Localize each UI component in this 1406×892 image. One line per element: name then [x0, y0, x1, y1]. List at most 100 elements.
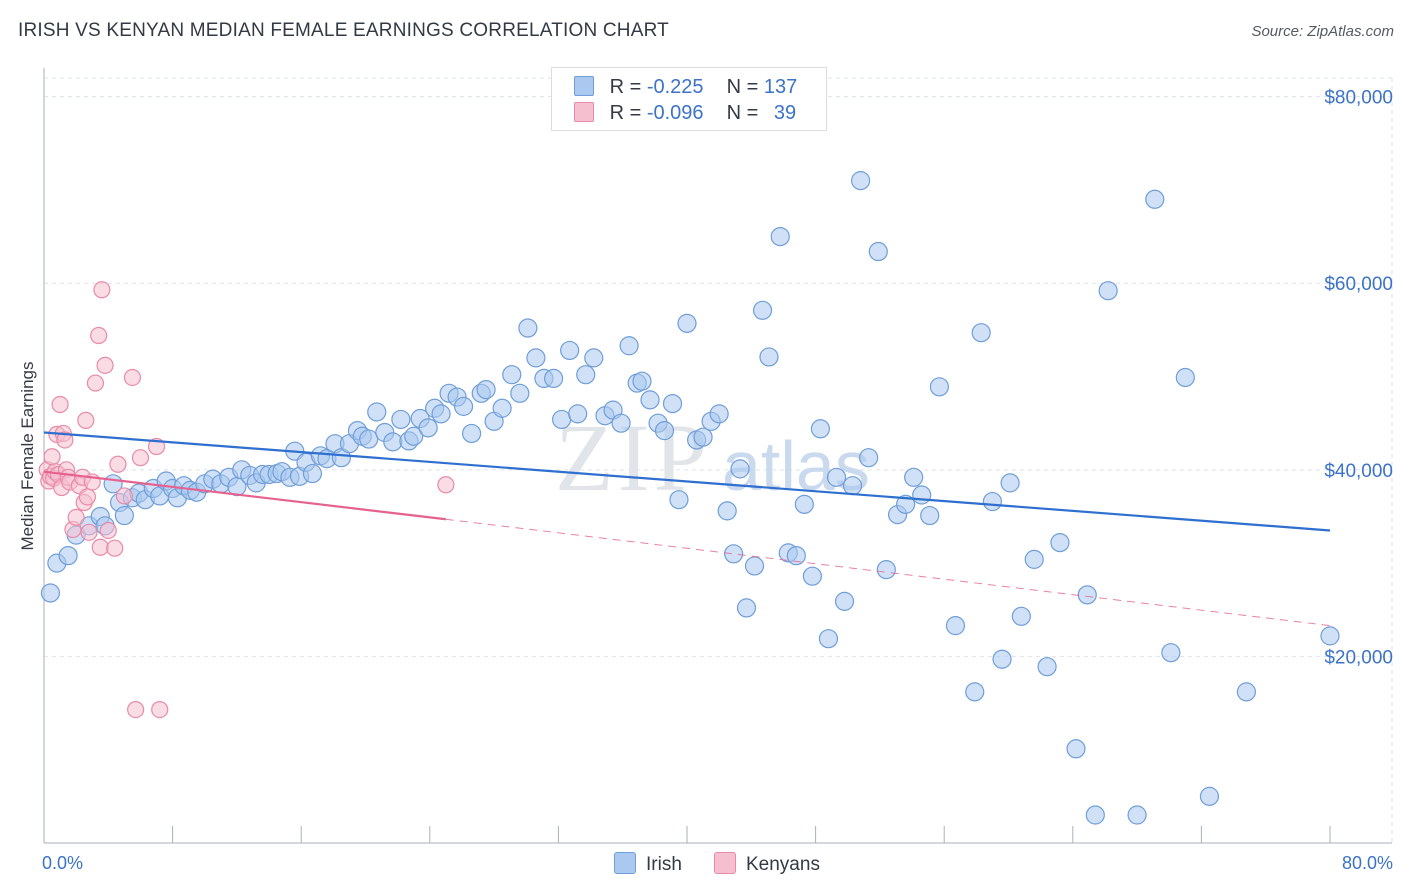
- data-point-irish: [1320, 626, 1340, 646]
- data-point-irish: [640, 390, 660, 410]
- x-tick-label: 0.0%: [42, 853, 83, 873]
- data-point-irish: [896, 494, 916, 514]
- chart-source: Source: ZipAtlas.com: [1251, 23, 1394, 40]
- data-point-kenyans: [127, 700, 145, 719]
- legend-row-irish: R = -0.225 N = 137: [574, 76, 797, 102]
- data-point-irish: [717, 501, 737, 521]
- grid-lines: [44, 77, 1393, 843]
- data-point-irish: [552, 409, 572, 430]
- data-point-irish: [40, 583, 61, 603]
- data-point-irish: [576, 365, 596, 385]
- data-point-kenyans: [109, 455, 127, 473]
- data-point-irish: [744, 556, 765, 576]
- data-point-irish: [404, 426, 424, 446]
- data-point-irish: [693, 427, 713, 447]
- data-point-kenyans: [99, 521, 117, 540]
- data-point-irish: [724, 544, 744, 564]
- data-point-irish: [611, 413, 631, 433]
- data-point-kenyans: [80, 523, 98, 541]
- data-point-kenyans: [147, 437, 166, 456]
- data-point-irish: [669, 490, 689, 510]
- data-point-irish: [1050, 532, 1070, 553]
- data-point-irish: [510, 383, 530, 403]
- data-point-kenyans: [131, 449, 150, 467]
- data-point-irish: [418, 418, 438, 438]
- data-point-kenyans: [115, 487, 133, 505]
- data-point-irish: [992, 649, 1012, 669]
- data-point-irish: [1236, 682, 1257, 702]
- data-point-irish: [1000, 473, 1020, 493]
- data-point-irish: [810, 419, 831, 439]
- data-point-irish: [876, 560, 896, 580]
- data-point-kenyans: [151, 700, 169, 719]
- data-point-irish: [1161, 643, 1181, 663]
- data-point-kenyans: [67, 508, 85, 527]
- data-point-irish: [842, 476, 863, 496]
- data-point-irish: [662, 393, 683, 414]
- data-point-kenyans: [96, 356, 114, 374]
- data-point-irish: [58, 546, 78, 566]
- data-point-irish: [818, 629, 839, 649]
- data-point-irish: [1085, 805, 1105, 825]
- stats-legend: R = -0.225 N = 137 R = -0.096 N = 39: [551, 67, 827, 131]
- data-point-irish: [632, 371, 652, 391]
- data-point-irish: [971, 323, 991, 343]
- data-point-irish: [802, 566, 822, 586]
- data-point-irish: [383, 432, 403, 452]
- data-point-irish: [770, 226, 790, 247]
- trend-line-kenyans: [43, 470, 447, 521]
- trend-line-irish: [43, 431, 1331, 532]
- data-point-irish: [736, 598, 757, 618]
- y-tick-label: $20,000: [1324, 647, 1393, 668]
- data-point-irish: [868, 241, 888, 262]
- data-point-irish: [759, 347, 779, 367]
- y-tick-label: $80,000: [1324, 88, 1393, 109]
- data-point-irish: [1098, 281, 1118, 301]
- data-point-kenyans: [43, 448, 61, 466]
- data-point-irish: [492, 398, 512, 418]
- data-point-irish: [851, 171, 871, 191]
- data-point-irish: [526, 348, 546, 368]
- legend-n-label: N =: [726, 76, 759, 98]
- legend-n-value: 39: [773, 102, 797, 124]
- y-tick-label: $40,000: [1324, 461, 1393, 482]
- legend-r-value: -0.225: [646, 76, 704, 98]
- legend-r-value: -0.096: [646, 102, 704, 124]
- data-point-irish: [1011, 606, 1031, 626]
- legend-n-value: 137: [763, 76, 798, 98]
- data-point-irish: [568, 404, 588, 424]
- legend-n-label: N =: [726, 102, 759, 124]
- data-point-irish: [752, 300, 773, 320]
- tick-labels: $20,000 $40,000 $60,000 $80,000 0.0% 80.0%: [42, 88, 1393, 873]
- data-point-irish: [929, 377, 949, 397]
- legend-r-label: R =: [609, 76, 642, 98]
- data-point-irish: [431, 404, 451, 424]
- data-point-irish: [1077, 585, 1097, 605]
- legend-r-label: R =: [609, 102, 642, 124]
- data-point-kenyans: [91, 538, 109, 556]
- data-point-irish: [518, 318, 538, 338]
- data-point-kenyans: [90, 326, 108, 345]
- chart-title: IRISH VS KENYAN MEDIAN FEMALE EARNINGS C…: [18, 20, 669, 41]
- data-point-irish: [945, 616, 966, 636]
- data-point-irish: [1175, 367, 1195, 388]
- trend-line-kenyans-extrapolated: [445, 518, 1331, 627]
- legend-swatch-kenyans: [574, 102, 594, 122]
- series-legend-label-irish: Irish: [646, 854, 682, 875]
- series-legend-swatch-kenyans: [714, 852, 736, 874]
- data-point-irish: [794, 494, 814, 514]
- data-point-irish: [302, 463, 323, 484]
- data-point-irish: [730, 459, 750, 479]
- data-point-irish: [904, 467, 924, 487]
- series-legend-irish: Irish: [614, 852, 682, 876]
- data-point-irish: [391, 409, 411, 430]
- data-point-irish: [1024, 549, 1044, 569]
- series-legend-label-kenyans: Kenyans: [746, 854, 820, 875]
- data-point-irish: [834, 591, 855, 611]
- data-point-irish: [584, 348, 604, 368]
- data-point-irish: [826, 467, 847, 487]
- data-point-irish: [1127, 805, 1147, 825]
- data-point-irish: [502, 365, 522, 385]
- data-point-irish: [560, 340, 580, 361]
